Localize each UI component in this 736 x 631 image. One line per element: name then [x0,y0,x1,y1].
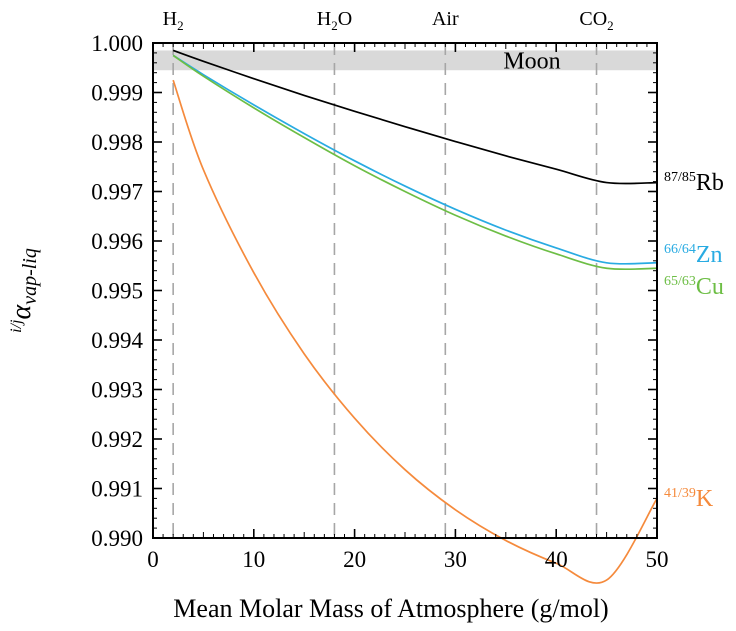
y-tick-label: 0.991 [91,477,143,502]
x-tick-label: 10 [242,547,265,572]
moon-band-label: Moon [503,48,560,74]
y-tick-label: 0.997 [91,180,143,205]
reference-label-tail: O [338,8,352,30]
reference-label-main: H [163,8,177,30]
reference-label-sub: 2 [607,18,614,33]
y-tick-label: 0.998 [91,130,143,155]
reference-label-sub: 2 [331,18,338,33]
plot-frame [152,42,658,539]
y-axis-label: i/jαvap-liq [6,248,41,333]
reference-label-main: H [317,8,331,30]
x-tick-label: 30 [444,547,467,572]
y-tick-label: 0.996 [91,229,143,254]
reference-line-label: CO2 [579,8,613,33]
x-tick-label: 50 [646,547,669,572]
reference-line-label: H2 [163,8,184,33]
series-label-element: Cu [696,274,724,300]
x-tick-label: 0 [147,547,159,572]
series-label-rb: 87/85Rb [664,170,724,196]
series-line-k [172,79,658,584]
reference-label-main: CO [579,8,607,30]
y-tick-label: 1.000 [91,31,143,56]
x-axis-label: Mean Molar Mass of Atmosphere (g/mol) [173,594,608,623]
y-tick-label: 0.992 [91,427,143,452]
moon-band [153,50,657,71]
series-label-element: K [696,486,714,512]
series-label-element: Rb [696,170,724,196]
series-line-rb [172,49,658,185]
series-label-isotope: 41/39 [664,486,696,501]
series-label-isotope: 66/64 [664,242,696,257]
reference-line-label: H2O [317,8,352,33]
axes-layer: 0 10 20 30 40 50 0.990 0.991 0.992 0.993 0.994 0.99… [6,31,669,623]
series-label-element: Zn [696,242,723,268]
y-tick-label: 0.994 [91,328,143,353]
series-label-isotope: 65/63 [664,274,696,289]
x-tick-label: 40 [545,547,568,572]
reference-label-main: Air [432,8,459,30]
series-line-cu [172,54,658,271]
y-tick-label: 0.999 [91,81,143,106]
reference-lines-layer [172,43,598,538]
series-label-zn: 66/64Zn [664,242,723,268]
moon-band-layer: Moon [153,48,657,74]
series-label-k: 41/39K [664,486,714,512]
reference-label-sub: 2 [177,18,184,33]
y-tick-label: 0.993 [91,378,143,403]
series-layer [172,49,658,584]
y-axis-label-symbol: α [6,304,37,320]
x-tick-label: 20 [343,547,366,572]
y-tick-label: 0.990 [91,526,143,551]
y-axis-label-prefix: i/j [8,319,25,333]
reference-line-label: Air [432,8,459,30]
series-line-zn [172,54,658,265]
y-axis-label-subscript: vap-liq [19,248,41,305]
y-tick-label: 0.995 [91,279,143,304]
series-label-isotope: 87/85 [664,170,696,185]
series-label-cu: 65/63Cu [664,274,724,300]
